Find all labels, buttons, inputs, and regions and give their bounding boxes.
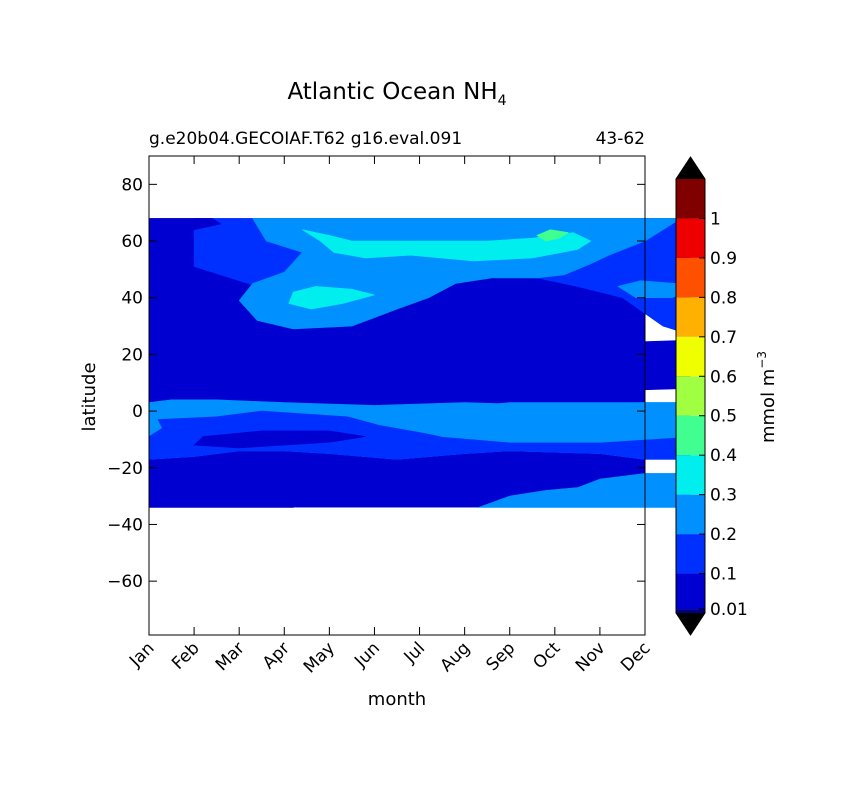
colorbar-label: mmol m−3 [755,351,779,443]
colorbar-segment [676,534,705,574]
colorbar-tick-label: 0.9 [710,249,737,269]
colorbar-tick-label: 0.01 [710,600,748,620]
contour-region-north-cyan-spot-0.3-0.4 [288,286,375,310]
x-tick-label: Oct [529,638,564,673]
colorbar-tick-label: 0.6 [710,367,737,387]
colorbar-segment [676,297,705,337]
y-axis: 80 60 40 20 0 −20 −40 −60 [107,175,645,592]
colorbar: 0.01 0.1 0.2 0.3 0.4 0.5 0.6 0.7 0.8 0.9 1 [675,156,748,636]
chart-title: Atlantic Ocean NH4 [287,79,506,109]
colorbar-segment [676,415,705,456]
colorbar-tick-label: 0.1 [710,565,737,585]
x-tick-label: Feb [168,638,203,673]
contour-region-tropics-inner-0.1-0.2 [148,410,691,460]
colorbar-segment [676,494,705,535]
contour-region-north-cyan-0.3-0.4 [301,229,592,262]
chart-subtitle-left: g.e20b04.GECOIAF.T62 g16.eval.091 [149,129,462,149]
x-tick-label: Nov [572,638,610,676]
colorbar-segment [676,609,705,613]
y-tick-label: 0 [132,402,143,422]
colorbar-segment [676,218,705,258]
x-tick-label: Aug [437,638,475,676]
chart-subtitle-right: 43-62 [596,129,645,149]
colorbar-tick-label: 0.3 [710,486,737,506]
colorbar-tick-label: 1 [710,209,721,229]
x-tick-label: Dec [617,638,654,675]
plot-area: 80 60 40 20 0 −20 −40 −60 Jan Feb Mar Apr May Jun Jul… [107,155,691,677]
x-tick-label: Jan [125,638,158,671]
colorbar-segment [676,376,705,416]
x-tick-label: Apr [259,638,294,673]
x-tick-label: Jul [400,638,429,667]
colorbar-tick-label: 0.5 [710,407,737,427]
x-tick-label: Mar [212,638,249,675]
y-tick-label: −40 [107,515,143,535]
colorbar-tick-label: 0.4 [710,446,737,466]
y-tick-label: 20 [121,345,143,365]
y-tick-label: 80 [121,175,143,195]
y-tick-label: −20 [107,459,143,479]
contour-region-west-eq-dark-0.01-0.1 [193,430,366,449]
colorbar-segment [676,455,705,495]
colorbar-outline [675,156,706,636]
y-tick-label: 40 [121,289,143,309]
y-tick-label: −60 [107,572,143,592]
colorbar-segment [676,336,705,377]
colorbar-extend-under [676,613,705,635]
colorbar-segment [676,179,705,219]
x-axis-label: month [368,689,426,710]
x-tick-label: Sep [482,638,519,675]
x-tick-label: May [300,638,339,677]
contour-region-sep-green-0.4-0.5 [536,229,569,242]
colorbar-segment [676,257,705,298]
colorbar-extend-over [676,157,705,179]
y-axis-label: latitude [79,362,100,431]
plot-frame [148,155,646,636]
colorbar-tick-label: 0.7 [710,328,737,348]
x-tick-label: Jun [350,638,384,672]
colorbar-tick-label: 0.8 [710,288,737,308]
y-tick-label: 60 [121,232,143,252]
colorbar-segment [676,573,705,610]
colorbar-tick-label: 0.2 [710,525,737,545]
contour-regions [148,218,691,508]
